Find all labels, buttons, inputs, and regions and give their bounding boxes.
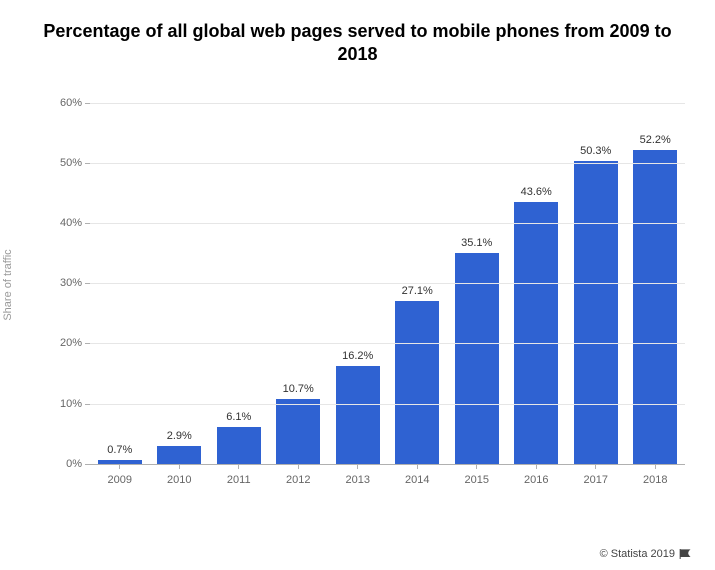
xtick-label: 2015 bbox=[465, 474, 489, 486]
bar-value-label: 52.2% bbox=[640, 134, 671, 146]
bar[interactable] bbox=[276, 399, 320, 463]
bar-value-label: 10.7% bbox=[283, 383, 314, 395]
bar-value-label: 0.7% bbox=[107, 444, 132, 456]
plot: 0.7%20092.9%20106.1%201110.7%201216.2%20… bbox=[90, 85, 685, 505]
bar-value-label: 27.1% bbox=[402, 285, 433, 297]
bar-slot: 43.6%2016 bbox=[507, 85, 567, 464]
gridline bbox=[90, 103, 685, 104]
bar-slot: 2.9%2010 bbox=[150, 85, 210, 464]
bar-value-label: 43.6% bbox=[521, 186, 552, 198]
ytick-label: 0% bbox=[66, 458, 90, 470]
bar-slot: 6.1%2011 bbox=[209, 85, 269, 464]
plot-area: 0.7%20092.9%20106.1%201110.7%201216.2%20… bbox=[90, 85, 685, 465]
ytick-label: 60% bbox=[60, 97, 90, 109]
xtick-label: 2017 bbox=[584, 474, 608, 486]
bar[interactable] bbox=[514, 202, 558, 464]
chart-title: Percentage of all global web pages serve… bbox=[38, 20, 678, 67]
y-axis-title: Share of traffic bbox=[2, 249, 14, 320]
bar-value-label: 16.2% bbox=[342, 350, 373, 362]
bar[interactable] bbox=[336, 366, 380, 463]
bar-slot: 52.2%2018 bbox=[626, 85, 686, 464]
bar-value-label: 6.1% bbox=[226, 411, 251, 423]
gridline bbox=[90, 343, 685, 344]
bars-group: 0.7%20092.9%20106.1%201110.7%201216.2%20… bbox=[90, 85, 685, 464]
ytick-label: 40% bbox=[60, 217, 90, 229]
ytick-label: 50% bbox=[60, 157, 90, 169]
gridline bbox=[90, 404, 685, 405]
bar[interactable] bbox=[157, 446, 201, 463]
ytick-label: 20% bbox=[60, 337, 90, 349]
bar-value-label: 2.9% bbox=[167, 430, 192, 442]
chart-container: Percentage of all global web pages serve… bbox=[0, 0, 715, 570]
bar[interactable] bbox=[455, 253, 499, 464]
bar-slot: 10.7%2012 bbox=[269, 85, 329, 464]
gridline bbox=[90, 223, 685, 224]
xtick-label: 2013 bbox=[346, 474, 370, 486]
bar-value-label: 35.1% bbox=[461, 237, 492, 249]
bar-slot: 35.1%2015 bbox=[447, 85, 507, 464]
bar-slot: 16.2%2013 bbox=[328, 85, 388, 464]
footer-credit: © Statista 2019 bbox=[600, 548, 693, 560]
gridline bbox=[90, 283, 685, 284]
bar-value-label: 50.3% bbox=[580, 145, 611, 157]
ytick-label: 30% bbox=[60, 277, 90, 289]
xtick-label: 2014 bbox=[405, 474, 429, 486]
xtick-label: 2012 bbox=[286, 474, 310, 486]
bar-slot: 50.3%2017 bbox=[566, 85, 626, 464]
bar[interactable] bbox=[633, 150, 677, 464]
xtick-label: 2011 bbox=[227, 474, 251, 486]
xtick-label: 2010 bbox=[167, 474, 191, 486]
gridline bbox=[90, 163, 685, 164]
bar[interactable] bbox=[217, 427, 261, 464]
flag-icon bbox=[679, 549, 693, 559]
ytick-label: 10% bbox=[60, 398, 90, 410]
bar-slot: 0.7%2009 bbox=[90, 85, 150, 464]
bar[interactable] bbox=[574, 161, 618, 464]
gridline bbox=[90, 464, 685, 465]
xtick-label: 2016 bbox=[524, 474, 548, 486]
bar[interactable] bbox=[395, 301, 439, 464]
xtick-label: 2009 bbox=[108, 474, 132, 486]
credit-text: © Statista 2019 bbox=[600, 548, 675, 560]
xtick-label: 2018 bbox=[643, 474, 667, 486]
bar-slot: 27.1%2014 bbox=[388, 85, 448, 464]
